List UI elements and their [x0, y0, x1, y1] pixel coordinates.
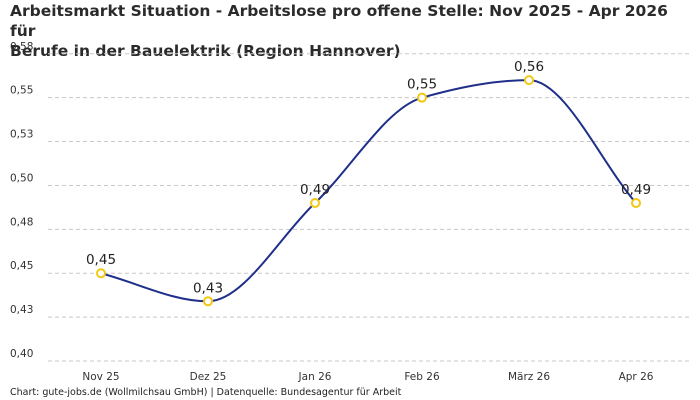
y-tick-label: 0,40	[10, 348, 33, 360]
y-tick-label: 0,55	[10, 85, 33, 97]
data-label: 0,49	[621, 182, 651, 198]
chart-title: Arbeitsmarkt Situation - Arbeitslose pro…	[10, 1, 690, 61]
data-point	[310, 198, 320, 208]
y-axis: 0,40 0,43 0,45 0,48 0,50 0,53 0,55 0,58	[10, 41, 33, 360]
y-tick-label: 0,58	[10, 41, 33, 53]
data-label: 0,55	[407, 77, 437, 93]
data-label: 0,43	[193, 280, 223, 296]
y-tick-label: 0,53	[10, 129, 33, 141]
x-tick-label: Nov 25	[82, 371, 119, 383]
y-tick-label: 0,43	[10, 304, 33, 316]
chart-title-line-2: Berufe in der Bauelektrik (Region Hannov…	[10, 42, 401, 60]
x-tick-label: Feb 26	[404, 371, 440, 383]
data-point	[524, 75, 534, 86]
y-tick-label: 0,45	[10, 260, 33, 272]
series-line	[100, 79, 637, 303]
chart-source-footer: Chart: gute-jobs.de (Wollmilchsau GmbH) …	[10, 387, 402, 398]
data-label: 0,49	[300, 182, 330, 198]
chart-title-line-1: Arbeitsmarkt Situation - Arbeitslose pro…	[10, 2, 668, 40]
data-point	[417, 92, 427, 103]
x-tick-label: Dez 25	[190, 371, 227, 383]
data-point	[96, 268, 106, 279]
series-line-group	[100, 79, 637, 303]
x-tick-label: März 26	[508, 371, 550, 383]
y-tick-label: 0,48	[10, 216, 33, 228]
data-label: 0,56	[514, 59, 544, 75]
data-points	[96, 75, 641, 307]
y-tick-label: 0,50	[10, 172, 33, 184]
data-point	[203, 296, 213, 307]
data-point	[631, 198, 641, 208]
grid-lines	[48, 53, 690, 362]
x-tick-label: Jan 26	[298, 371, 332, 383]
data-label: 0,45	[86, 252, 116, 268]
x-axis: Nov 25 Dez 25 Jan 26 Feb 26 März 26 Apr 26	[82, 371, 653, 383]
data-labels: 0,45 0,43 0,49 0,55 0,56 0,49	[86, 59, 651, 296]
x-tick-label: Apr 26	[619, 371, 654, 383]
